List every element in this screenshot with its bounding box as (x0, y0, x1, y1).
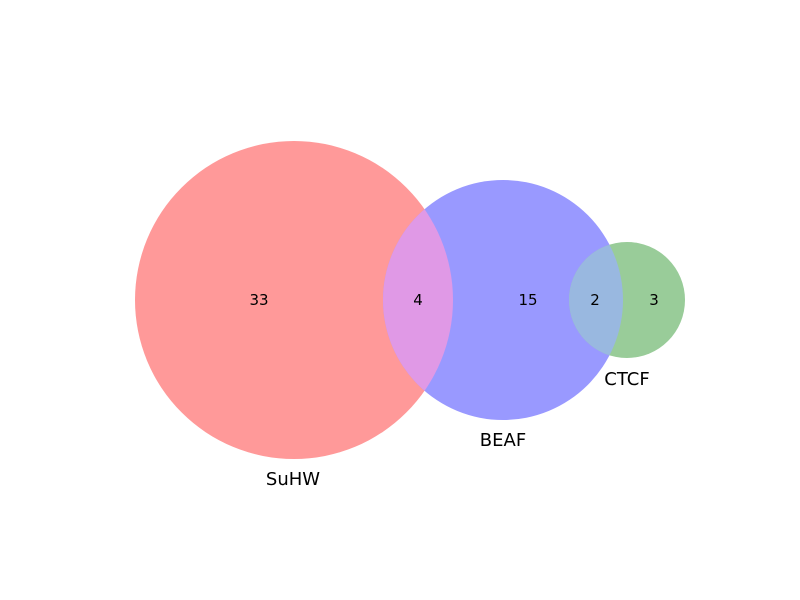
set-circle-suhw (135, 141, 453, 459)
overlap-beaf-ctcf (569, 242, 623, 358)
region-count-beaf-ctcf: 2 (590, 291, 600, 309)
set-label-beaf: BEAF (480, 430, 526, 451)
region-count-beaf-only: 15 (518, 291, 537, 309)
set-label-ctcf: CTCF (604, 369, 649, 390)
region-count-ctcf-only: 3 (649, 291, 659, 309)
set-label-suhw: SuHW (266, 469, 320, 490)
region-count-suhw-beaf: 4 (413, 291, 423, 309)
set-circle-beaf (383, 180, 623, 420)
region-count-suhw-only: 33 (249, 291, 268, 309)
